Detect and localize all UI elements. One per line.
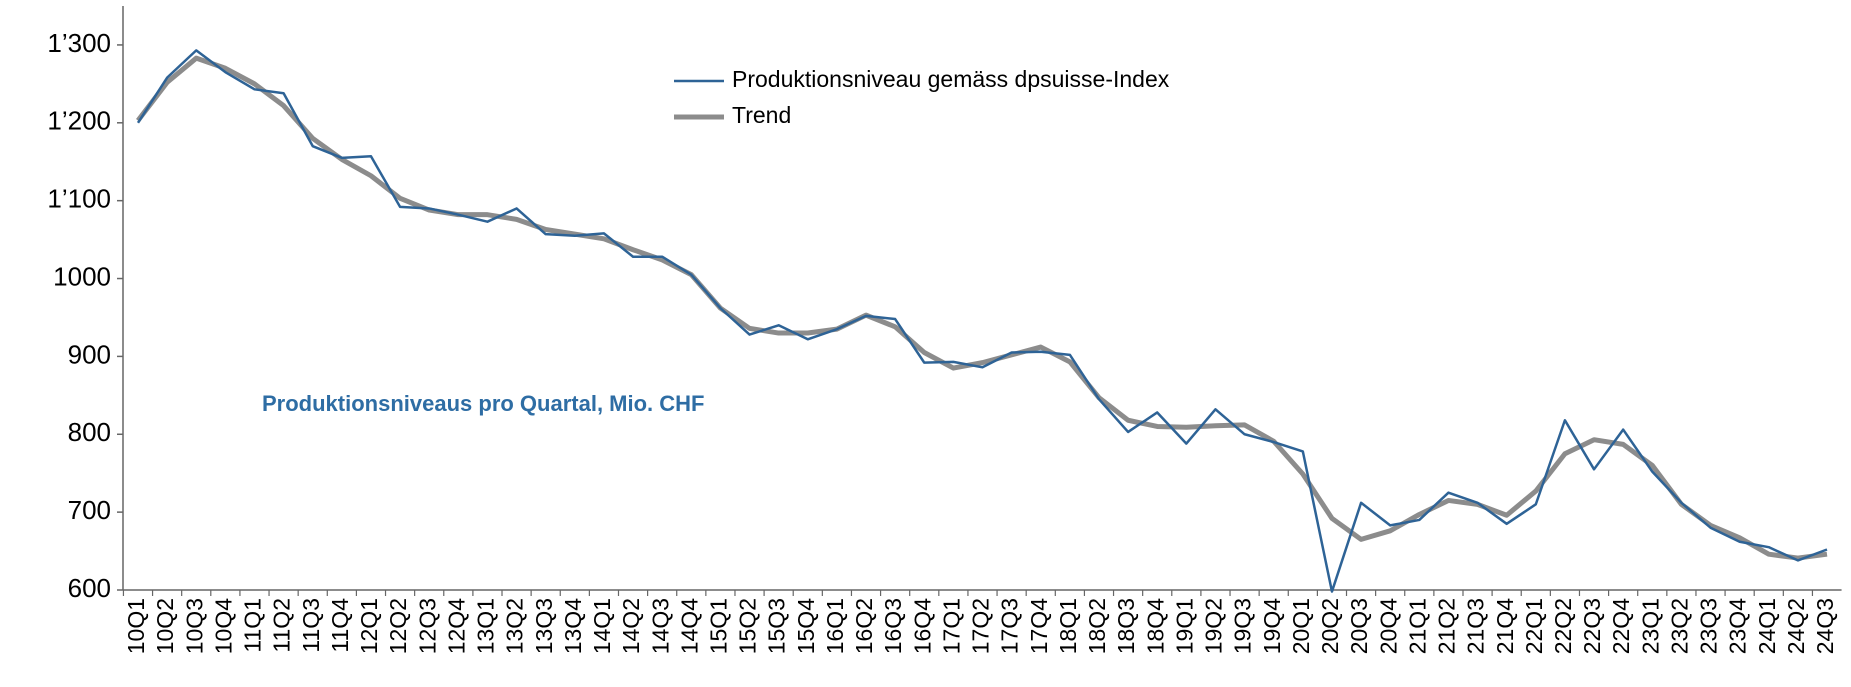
series-line <box>136 55 1828 561</box>
y-tick-label: 1’300 <box>47 28 111 58</box>
x-tick-label: 12Q2 <box>385 598 411 654</box>
x-tick-label: 21Q2 <box>1434 598 1460 654</box>
x-tick-label: 20Q1 <box>1288 598 1314 654</box>
x-tick-label: 15Q4 <box>793 598 819 654</box>
x-tick-label: 15Q2 <box>735 598 761 654</box>
x-tick-label: 23Q3 <box>1696 598 1722 654</box>
x-tick-label: 11Q2 <box>269 598 295 653</box>
x-tick-label: 14Q2 <box>618 598 644 654</box>
x-tick-label: 21Q1 <box>1404 598 1430 654</box>
x-tick-label: 11Q1 <box>240 598 266 653</box>
x-tick-label: 16Q4 <box>909 598 935 654</box>
y-tick-label: 1’100 <box>47 184 111 214</box>
x-tick-label: 22Q2 <box>1550 598 1576 654</box>
y-tick-label: 1000 <box>53 261 111 291</box>
y-tick-label: 700 <box>68 495 111 525</box>
x-tick-label: 14Q3 <box>647 598 673 654</box>
x-tick-label: 17Q3 <box>997 598 1023 654</box>
x-tick-label: 19Q3 <box>1230 598 1256 654</box>
x-tick-label: 14Q4 <box>676 598 702 654</box>
x-tick-label: 20Q4 <box>1375 598 1401 654</box>
legend-label: Trend <box>732 102 791 128</box>
x-tick-label: 21Q4 <box>1492 598 1518 654</box>
x-tick-label: 13Q3 <box>531 598 557 654</box>
x-tick-label: 10Q3 <box>181 598 207 654</box>
y-tick-label: 600 <box>68 573 111 603</box>
x-tick-label: 24Q3 <box>1812 598 1838 654</box>
x-tick-label: 10Q1 <box>123 598 149 654</box>
x-tick-label: 17Q2 <box>968 598 994 654</box>
x-tick-label: 12Q1 <box>356 598 382 654</box>
x-tick-label: 19Q2 <box>1201 598 1227 654</box>
y-tick-label: 1’200 <box>47 106 111 136</box>
x-tick-label: 19Q4 <box>1259 598 1285 654</box>
x-tick-label: 15Q1 <box>705 598 731 654</box>
x-tick-label: 14Q1 <box>589 598 615 654</box>
series-line <box>136 49 1828 593</box>
x-tick-label: 16Q1 <box>822 598 848 654</box>
x-tick-label: 18Q4 <box>1142 598 1168 654</box>
x-tick-label: 22Q3 <box>1579 598 1605 654</box>
x-tick-label: 12Q4 <box>443 598 469 654</box>
x-tick-label: 12Q3 <box>414 598 440 654</box>
x-tick-label: 20Q3 <box>1346 598 1372 654</box>
x-tick-label: 13Q2 <box>502 598 528 654</box>
x-tick-label: 22Q4 <box>1608 598 1634 654</box>
x-tick-label: 16Q2 <box>851 598 877 654</box>
x-tick-label: 18Q2 <box>1084 598 1110 654</box>
x-tick-label: 23Q1 <box>1637 598 1663 654</box>
x-tick-label: 11Q4 <box>327 598 353 653</box>
x-tick-label: 16Q3 <box>880 598 906 654</box>
x-tick-label: 21Q3 <box>1463 598 1489 654</box>
x-tick-label: 20Q2 <box>1317 598 1343 654</box>
x-tick-label: 10Q4 <box>210 598 236 654</box>
x-tick-label: 15Q3 <box>764 598 790 654</box>
x-tick-label: 23Q4 <box>1725 598 1751 654</box>
y-tick-label: 800 <box>68 417 111 447</box>
x-tick-label: 10Q2 <box>152 598 178 654</box>
x-tick-label: 19Q1 <box>1171 598 1197 654</box>
legend-label: Produktionsniveau gemäss dpsuisse-Index <box>732 66 1170 92</box>
x-tick-label: 11Q3 <box>298 598 324 653</box>
annotation: Produktionsniveaus pro Quartal, Mio. CHF <box>262 391 705 416</box>
x-tick-label: 13Q1 <box>473 598 499 654</box>
x-tick-label: 23Q2 <box>1666 598 1692 654</box>
x-tick-label: 17Q1 <box>938 598 964 654</box>
y-tick-label: 900 <box>68 339 111 369</box>
x-tick-label: 22Q1 <box>1521 598 1547 654</box>
x-tick-label: 24Q1 <box>1754 598 1780 654</box>
x-tick-label: 17Q4 <box>1026 598 1052 654</box>
x-tick-label: 13Q4 <box>560 598 586 654</box>
x-tick-label: 18Q1 <box>1055 598 1081 654</box>
x-tick-label: 18Q3 <box>1113 598 1139 654</box>
x-tick-label: 24Q2 <box>1783 598 1809 654</box>
